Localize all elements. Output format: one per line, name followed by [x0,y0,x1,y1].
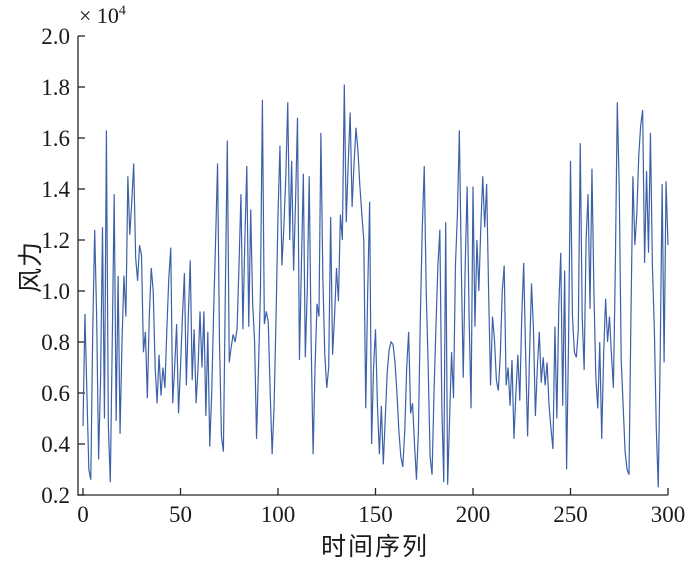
x-tick-label: 100 [261,502,296,527]
y-tick-label: 1.4 [41,177,70,202]
y-tick-label: 1.0 [41,279,70,304]
y-axis-title: 风力 [18,240,45,294]
x-tick-label: 0 [77,502,89,527]
wind-power-line [82,84,669,488]
y-axis-multiplier-label: × 104 [79,3,126,29]
x-tick-label: 150 [358,502,393,527]
y-tick-label: 0.4 [41,432,70,457]
x-tick-label: 200 [456,502,491,527]
x-tick-label: 300 [651,502,686,527]
y-axis-multiplier-exponent: 4 [118,3,126,19]
x-tick-label: 250 [553,502,588,527]
y-tick-label: 1.8 [41,75,70,100]
x-axis-title: 时间序列 [320,534,430,561]
y-axis-multiplier-base: × 10 [79,3,119,28]
y-tick-label: 0.8 [41,330,70,355]
y-tick-label: 0.2 [41,483,70,508]
y-tick-label: 1.6 [41,126,70,151]
y-tick-label: 0.6 [41,381,70,406]
y-tick-label: 2.0 [41,24,70,49]
x-tick-label: 50 [169,502,192,527]
y-tick-label: 1.2 [41,228,70,253]
